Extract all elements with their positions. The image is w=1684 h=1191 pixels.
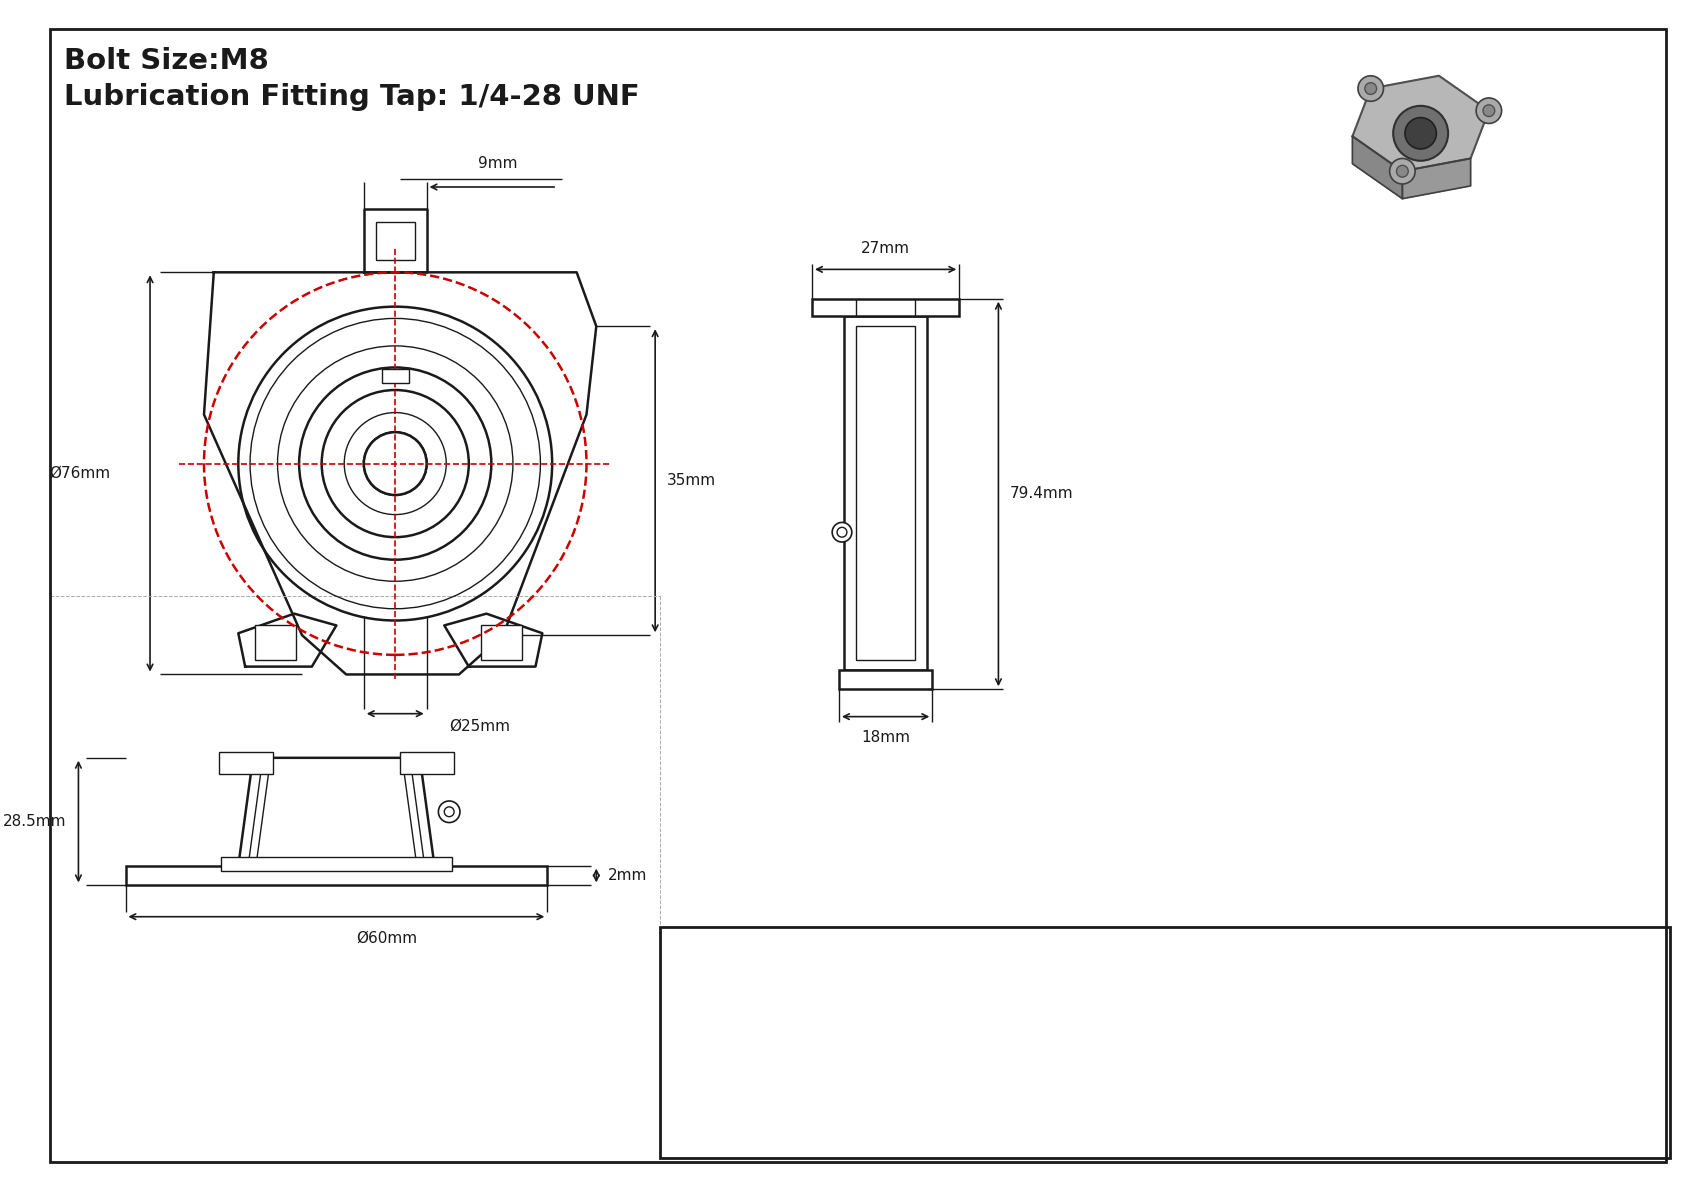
Bar (844, 317, 928, 669)
Text: 35mm: 35mm (667, 473, 716, 488)
Polygon shape (1352, 76, 1489, 172)
Circle shape (832, 523, 852, 542)
Text: SHANGHAI LILY BEARING LIMITED: SHANGHAI LILY BEARING LIMITED (1159, 959, 1495, 977)
Circle shape (1393, 106, 1448, 161)
Text: Lubrication Fitting Tap: 1/4-28 UNF: Lubrication Fitting Tap: 1/4-28 UNF (64, 83, 640, 111)
Text: Three-Bolt Flange Bearing: Three-Bolt Flange Bearing (1219, 1108, 1435, 1125)
Circle shape (1389, 158, 1415, 183)
Circle shape (1404, 118, 1436, 149)
Circle shape (1396, 166, 1408, 177)
Circle shape (1484, 105, 1495, 117)
Text: Ø60mm: Ø60mm (355, 930, 418, 946)
Polygon shape (1352, 136, 1403, 199)
Text: Email: lilybearing@lily-bearing.com: Email: lilybearing@lily-bearing.com (1191, 993, 1463, 1009)
Bar (126, 866, 547, 885)
Text: ®: ® (867, 953, 884, 971)
Bar (254, 625, 296, 660)
Bar (855, 326, 914, 660)
Text: Bolt Size:M8: Bolt Size:M8 (64, 46, 268, 75)
Text: 79.4mm: 79.4mm (1010, 486, 1074, 501)
Bar (812, 299, 960, 317)
Bar (219, 752, 273, 773)
Text: BPFT5: BPFT5 (1290, 1073, 1364, 1092)
Bar (401, 752, 455, 773)
Circle shape (1477, 98, 1502, 124)
Text: Ø25mm: Ø25mm (450, 718, 510, 734)
Bar (376, 223, 414, 260)
Text: 27mm: 27mm (861, 241, 909, 256)
Circle shape (1357, 76, 1384, 101)
Polygon shape (239, 757, 434, 866)
Text: 2mm: 2mm (608, 868, 647, 883)
Polygon shape (445, 613, 542, 667)
Polygon shape (364, 208, 426, 273)
Bar (221, 856, 451, 871)
Text: 9mm: 9mm (478, 156, 519, 172)
Text: 18mm: 18mm (861, 730, 909, 746)
Circle shape (1364, 82, 1376, 94)
Bar (660, 928, 1671, 1158)
Bar (839, 669, 933, 690)
Text: 28.5mm: 28.5mm (3, 815, 67, 829)
Circle shape (837, 528, 847, 537)
Circle shape (445, 806, 455, 817)
Text: Ø76mm: Ø76mm (51, 466, 111, 481)
Circle shape (364, 432, 426, 495)
Polygon shape (204, 273, 596, 674)
Text: LILY: LILY (729, 948, 896, 1022)
Polygon shape (1403, 158, 1470, 199)
Bar (382, 369, 409, 384)
Text: Part
Number: Part Number (786, 1079, 859, 1122)
Polygon shape (239, 613, 337, 667)
Bar (480, 625, 522, 660)
Circle shape (438, 802, 460, 823)
